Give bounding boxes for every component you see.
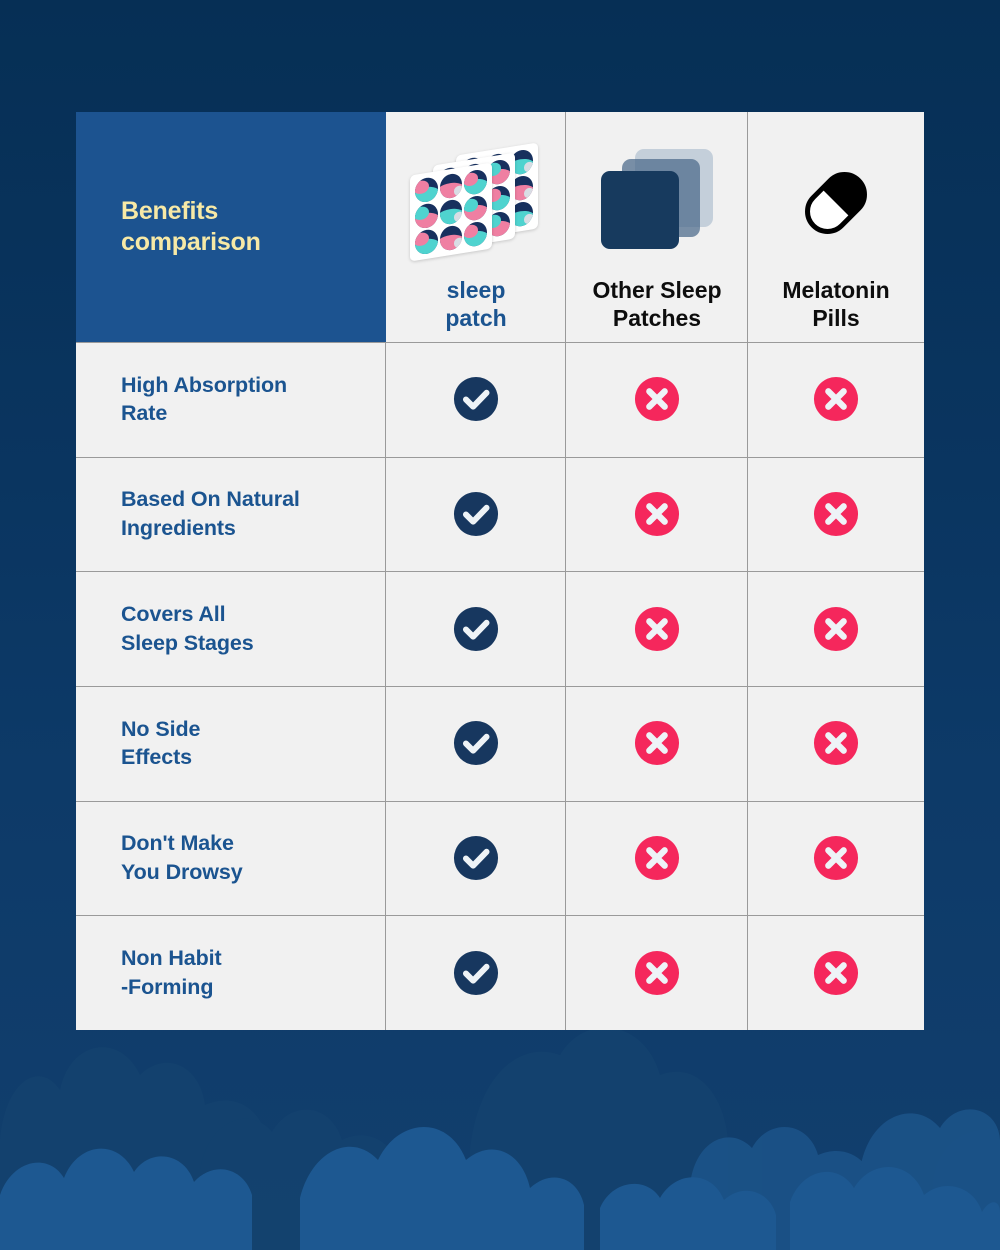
cloud-layer-front: [0, 1126, 1000, 1250]
row-label-line2: -Forming: [121, 974, 214, 999]
capsule-pill-icon: [786, 138, 886, 268]
row-label-line2: Sleep Stages: [121, 630, 254, 655]
cloud-svg: [0, 1027, 1000, 1250]
cell-melatonin-pills-cross: [748, 685, 924, 801]
row-label-line2: You Drowsy: [121, 859, 243, 884]
cell-sleep-patch-check: [386, 685, 566, 801]
cell-sleep-patch-check: [386, 456, 566, 572]
cell-melatonin-pills-cross: [748, 571, 924, 686]
check-circle-icon: [453, 491, 499, 537]
cross-circle-icon: [634, 835, 680, 881]
row-label: Based On Natural Ingredients: [76, 456, 386, 572]
cross-circle-icon: [813, 606, 859, 651]
cell-melatonin-pills-cross: [748, 342, 924, 457]
cross-circle-icon: [634, 721, 680, 766]
cell-sleep-patch-check: [386, 342, 566, 457]
stacked-patches-icon: [601, 138, 713, 268]
page-title-line1: Benefits: [121, 197, 219, 226]
row-label-line1: Non Habit: [121, 946, 222, 971]
row-label: High Absorption Rate: [76, 342, 386, 457]
page-title-line2: comparison: [121, 228, 261, 256]
row-label-line1: Don't Make: [121, 831, 234, 856]
column-header-label-melatonin-pills: Melatonin Pills: [782, 277, 890, 332]
cell-other-sleep-patches-cross: [566, 571, 748, 686]
row-label-line1: Based On Natural: [121, 487, 300, 512]
row-label-line2: Ingredients: [121, 515, 236, 540]
column-header-label-other-sleep-patches: Other Sleep Patches: [592, 277, 722, 332]
benefits-comparison-table: Benefits comparison: [76, 112, 924, 1030]
row-label-line1: High Absorption: [121, 372, 288, 397]
cell-melatonin-pills-cross: [748, 456, 924, 572]
cell-other-sleep-patches-cross: [566, 915, 748, 1030]
column-header-sleep-patch: sleep patch: [386, 112, 566, 342]
row-label: No Side Effects: [76, 685, 386, 801]
row-label-line2: Rate: [121, 401, 168, 426]
cross-circle-icon: [634, 950, 680, 995]
row-label-line2: Effects: [121, 745, 192, 770]
cloud-decoration: [0, 1020, 1000, 1250]
cross-circle-icon: [813, 721, 859, 766]
column-header-other-sleep-patches: Other Sleep Patches: [566, 112, 748, 342]
row-label: Non Habit -Forming: [76, 915, 386, 1030]
cell-sleep-patch-check: [386, 800, 566, 916]
cell-melatonin-pills-cross: [748, 800, 924, 916]
cell-other-sleep-patches-cross: [566, 685, 748, 801]
patch-sheets-icon: [410, 138, 542, 268]
cell-other-sleep-patches-cross: [566, 800, 748, 916]
cross-circle-icon: [813, 377, 859, 422]
row-label-line1: Covers All: [121, 602, 226, 627]
cross-circle-icon: [813, 835, 859, 881]
cross-circle-icon: [634, 491, 680, 537]
cell-other-sleep-patches-cross: [566, 456, 748, 572]
column-header-label-sleep-patch: sleep patch: [445, 277, 507, 332]
cross-circle-icon: [813, 950, 859, 995]
column-header-melatonin-pills: Melatonin Pills: [748, 112, 924, 342]
cross-circle-icon: [813, 491, 859, 537]
cell-sleep-patch-check: [386, 571, 566, 686]
cross-circle-icon: [634, 606, 680, 651]
check-circle-icon: [453, 950, 499, 995]
check-circle-icon: [453, 377, 499, 422]
check-circle-icon: [453, 835, 499, 881]
cell-sleep-patch-check: [386, 915, 566, 1030]
check-circle-icon: [453, 606, 499, 651]
check-circle-icon: [453, 721, 499, 766]
row-label: Don't Make You Drowsy: [76, 800, 386, 916]
cross-circle-icon: [634, 377, 680, 422]
row-label-line1: No Side: [121, 716, 201, 741]
row-label: Covers All Sleep Stages: [76, 571, 386, 686]
cell-melatonin-pills-cross: [748, 915, 924, 1030]
cell-other-sleep-patches-cross: [566, 342, 748, 457]
table-title-cell: Benefits comparison: [76, 112, 386, 342]
